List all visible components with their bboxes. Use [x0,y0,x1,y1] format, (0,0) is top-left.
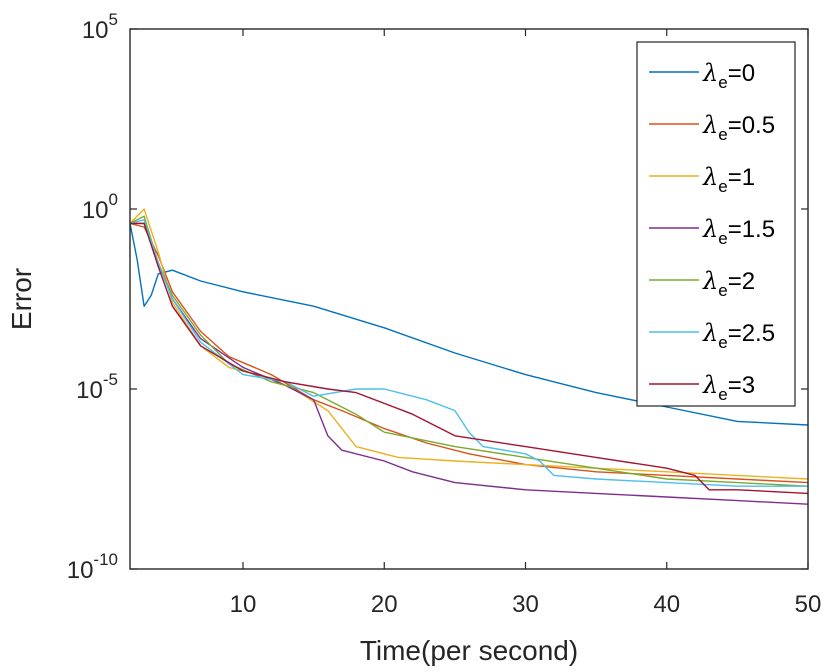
legend-entry: λe=1 [649,163,755,196]
legend-entry: λe=0.5 [649,111,775,144]
legend-entry: λe=0 [649,59,755,92]
legend-label: λe=3 [702,371,755,404]
x-tick-label: 50 [795,591,822,618]
legend: λe=0 λe=0.5 λe=1 λe=1.5 λe=2 λe=2.5 λe=3 [636,41,796,407]
series-line-0 [129,223,809,426]
legend-label: λe=2 [702,267,755,300]
legend-entry: λe=2 [649,267,755,300]
y-tick-label: 10-10 [67,550,118,584]
legend-label: λe=2.5 [702,319,775,352]
y-tick-label: 10-5 [76,370,118,404]
series-line-6 [130,222,809,495]
legend-label: λe=0.5 [702,111,775,144]
ticks-layer: 10 20 30 40 50 10-10 10-5 100 105 [67,10,822,618]
legend-box [636,41,796,407]
x-axis-label: Time(per second) [360,635,578,666]
legend-label: λe=0 [702,59,755,92]
x-tick-label: 10 [230,591,257,618]
x-tick-label: 20 [371,591,398,618]
legend-entry: λe=2.5 [649,319,775,352]
legend-label: λe=1 [702,163,755,196]
series-line-5 [129,219,808,487]
y-tick-label: 105 [82,10,118,44]
legend-entry: λe=1.5 [649,215,775,248]
plot-area-frame [129,28,809,570]
legend-label: λe=1.5 [702,215,775,248]
x-tick-label: 40 [653,591,680,618]
series-layer [129,208,809,505]
series-line-1 [129,222,809,484]
y-tick-label: 100 [82,190,118,224]
legend-entry: λe=3 [649,371,755,404]
x-tick-label: 30 [512,591,539,618]
y-axis-label: Error [6,268,37,330]
